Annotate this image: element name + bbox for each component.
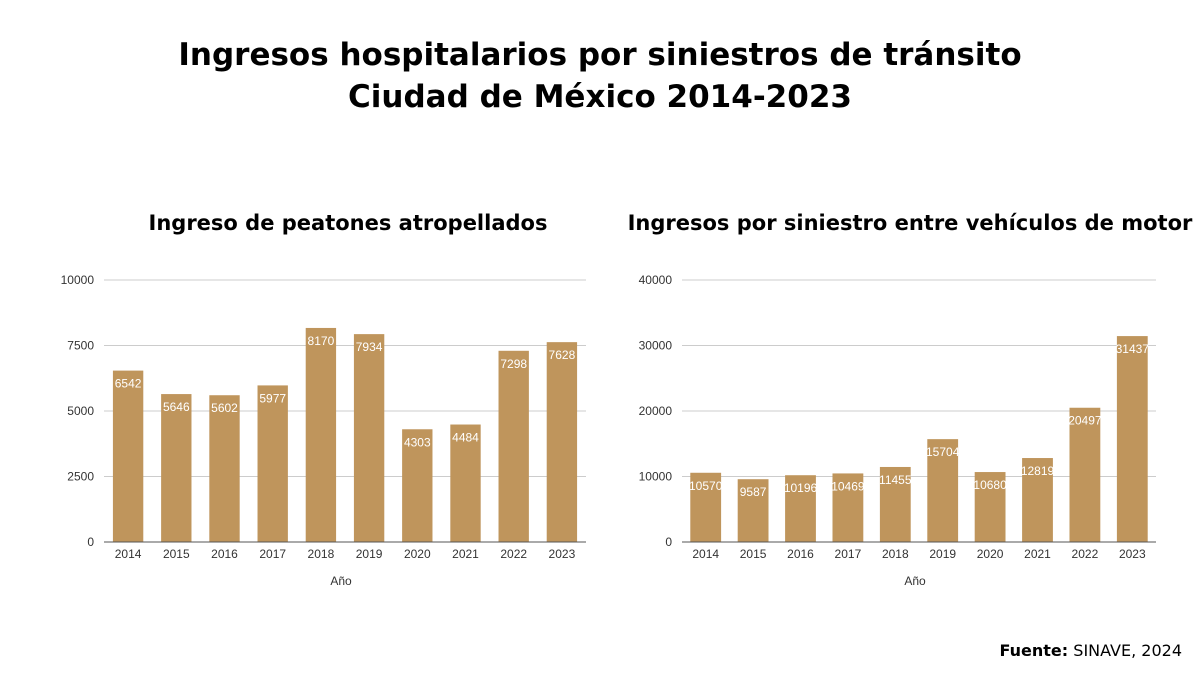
source-note: Fuente: SINAVE, 2024	[1000, 641, 1182, 660]
vehicles-data-label: 10469	[831, 479, 865, 493]
vehicles-y-tick-label: 30000	[639, 339, 673, 353]
pedestrians-x-tick-label: 2018	[308, 547, 335, 561]
pedestrians-x-tick-label: 2020	[404, 547, 431, 561]
vehicles-y-tick-label: 20000	[639, 404, 673, 418]
pedestrians-y-tick-label: 5000	[67, 404, 94, 418]
vehicles-bar	[1069, 407, 1101, 542]
pedestrians-bar	[305, 327, 337, 542]
vehicles-data-label: 20497	[1068, 414, 1102, 428]
vehicles-data-label: 9587	[740, 485, 767, 499]
pedestrians-y-tick-label: 7500	[67, 339, 94, 353]
pedestrians-data-label: 8170	[308, 334, 335, 348]
pedestrians-bar	[161, 394, 192, 542]
pedestrians-data-label: 7298	[500, 357, 527, 371]
vehicles-data-label: 10680	[973, 478, 1007, 492]
vehicles-x-tick-label: 2023	[1119, 547, 1146, 561]
vehicles-data-label: 12819	[1021, 464, 1055, 478]
pedestrians-y-tick-label: 2500	[67, 470, 94, 484]
vehicles-data-label: 31437	[1116, 342, 1150, 356]
vehicles-data-label: 11455	[879, 473, 912, 487]
vehicles-x-tick-label: 2021	[1024, 547, 1051, 561]
vehicles-x-tick-label: 2016	[787, 547, 814, 561]
pedestrians-bar	[402, 429, 433, 542]
vehicles-bar	[974, 472, 1006, 542]
vehicles-x-axis-title: Año	[904, 574, 926, 588]
main-title: Ingresos hospitalarios por siniestros de…	[0, 34, 1200, 118]
pedestrians-data-label: 7934	[356, 340, 383, 354]
vehicles-bar	[832, 473, 864, 542]
vehicles-bar	[690, 472, 722, 542]
chart-title-pedestrians: Ingreso de peatones atropellados	[148, 211, 548, 235]
pedestrians-data-label: 5602	[211, 401, 238, 415]
pedestrians-bar	[112, 370, 144, 542]
vehicles-bar	[879, 466, 911, 542]
pedestrians-bar	[257, 385, 288, 542]
vehicles-bar	[1022, 458, 1053, 542]
vehicles-y-tick-label: 0	[665, 535, 672, 549]
pedestrians-x-tick-label: 2017	[259, 547, 286, 561]
vehicles-bar	[737, 479, 769, 542]
pedestrians-bar	[546, 342, 578, 542]
pedestrians-y-tick-label: 10000	[61, 273, 95, 287]
pedestrians-x-tick-label: 2022	[500, 547, 527, 561]
vehicles-x-tick-label: 2017	[835, 547, 862, 561]
vehicles-x-tick-label: 2020	[977, 547, 1004, 561]
vehicles-bar	[785, 475, 816, 542]
pedestrians-data-label: 7628	[549, 348, 576, 362]
vehicles-x-tick-label: 2022	[1072, 547, 1099, 561]
vehicles-y-tick-label: 10000	[639, 470, 673, 484]
pedestrians-bar	[209, 395, 240, 542]
pedestrians-x-tick-label: 2015	[163, 547, 190, 561]
pedestrians-data-label: 5977	[259, 391, 286, 405]
vehicles-data-label: 10570	[689, 479, 723, 493]
pedestrians-x-tick-label: 2021	[452, 547, 479, 561]
vehicles-bar	[1116, 336, 1148, 542]
pedestrians-y-tick-label: 0	[87, 535, 94, 549]
source-label: Fuente:	[999, 641, 1069, 660]
vehicles-data-label: 10196	[784, 481, 818, 495]
vehicles-x-tick-label: 2018	[882, 547, 909, 561]
pedestrians-bar	[353, 334, 385, 542]
pedestrians-data-label: 6542	[115, 377, 142, 391]
vehicles-data-label: 15704	[926, 445, 960, 459]
main-title-line-1: Ingresos hospitalarios por siniestros de…	[178, 37, 1022, 73]
pedestrians-x-tick-label: 2023	[549, 547, 576, 561]
vehicles-x-tick-label: 2015	[740, 547, 767, 561]
pedestrians-x-tick-label: 2014	[115, 547, 142, 561]
vehicles-y-tick-label: 40000	[639, 273, 673, 287]
vehicles-x-tick-label: 2019	[929, 547, 956, 561]
pedestrians-bar	[498, 350, 529, 542]
main-title-line-2: Ciudad de México 2014-2023	[348, 79, 852, 115]
pedestrians-x-tick-label: 2016	[211, 547, 238, 561]
pedestrians-data-label: 5646	[163, 400, 190, 414]
source-text: SINAVE, 2024	[1073, 641, 1182, 660]
pedestrians-data-label: 4484	[452, 431, 479, 445]
pedestrians-x-axis-title: Año	[330, 574, 352, 588]
pedestrians-bar	[450, 424, 481, 542]
pedestrians-x-tick-label: 2019	[356, 547, 383, 561]
pedestrians-data-label: 4303	[404, 435, 431, 449]
chart-title-motor-vehicles: Ingresos por siniestro entre vehículos d…	[627, 211, 1193, 235]
vehicles-x-tick-label: 2014	[692, 547, 719, 561]
vehicles-bar	[927, 439, 959, 542]
